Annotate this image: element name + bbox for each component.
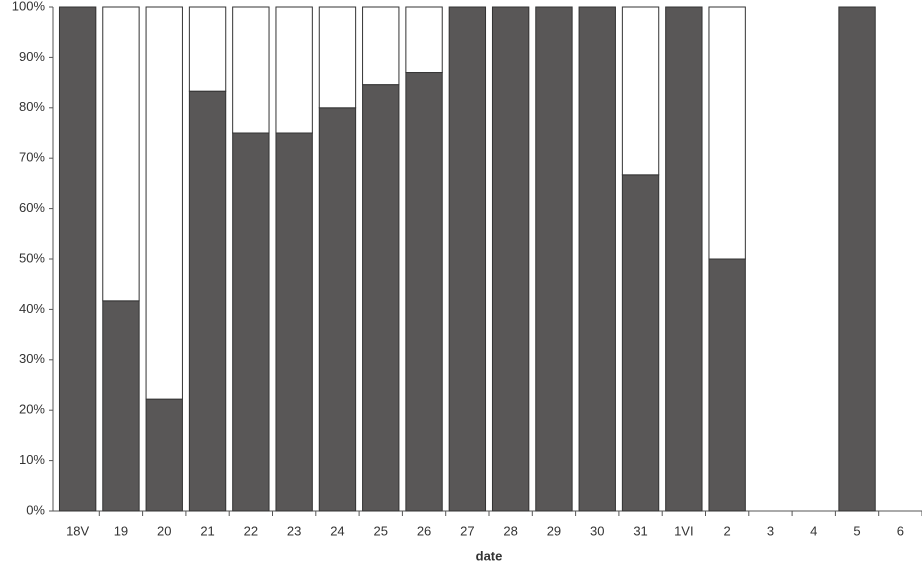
- bar-segment: [145, 398, 183, 512]
- bar-segment: [362, 84, 400, 512]
- bar-segment: [318, 6, 357, 109]
- x-tick-label: 26: [417, 523, 431, 538]
- bar-segment: [578, 6, 616, 512]
- x-tick-label: 28: [503, 523, 517, 538]
- bar-segment: [102, 300, 140, 512]
- y-tick-label: 10%: [19, 452, 45, 467]
- bar-segment: [275, 132, 313, 512]
- bar-segment: [405, 6, 443, 74]
- y-tick-label: 60%: [19, 200, 45, 215]
- bar-segment: [145, 6, 183, 400]
- x-tick-label: 21: [200, 523, 214, 538]
- x-tick-label: 3: [767, 523, 774, 538]
- bar-segment: [838, 6, 876, 512]
- x-tick-label: 30: [590, 523, 604, 538]
- x-tick-label: 24: [330, 523, 344, 538]
- bar-segment: [232, 6, 270, 134]
- x-tick-label: 19: [114, 523, 128, 538]
- bar-segment: [708, 6, 746, 260]
- x-tick-label: 20: [157, 523, 171, 538]
- y-tick-label: 100%: [12, 0, 46, 13]
- bar-segment: [275, 6, 313, 134]
- x-tick-label: 22: [244, 523, 258, 538]
- x-tick-label: 4: [810, 523, 817, 538]
- x-tick-label: 18V: [66, 523, 89, 538]
- y-tick-label: 20%: [19, 402, 45, 417]
- bar-segment: [58, 6, 97, 512]
- x-tick-label: 1VI: [674, 523, 694, 538]
- bar-segment: [621, 174, 660, 512]
- y-tick-label: 40%: [19, 301, 45, 316]
- x-tick-label: 31: [633, 523, 647, 538]
- x-tick-label: 23: [287, 523, 301, 538]
- x-tick-label: 5: [853, 523, 860, 538]
- x-tick-label: 25: [374, 523, 388, 538]
- bar-segment: [405, 72, 443, 512]
- bar-segment: [665, 6, 703, 512]
- y-tick-label: 90%: [19, 49, 45, 64]
- y-tick-label: 30%: [19, 351, 45, 366]
- bar-segment: [232, 132, 270, 512]
- x-tick-label: 29: [547, 523, 561, 538]
- bar-segment: [188, 90, 227, 512]
- bar-segment: [491, 6, 530, 512]
- y-tick-label: 50%: [19, 250, 45, 265]
- x-tick-label: 2: [724, 523, 731, 538]
- bar-segment: [535, 6, 573, 512]
- bar-segment: [708, 258, 746, 512]
- bar-segment: [188, 6, 227, 92]
- bar-segment: [621, 6, 660, 176]
- bar-segment: [362, 6, 400, 86]
- y-tick-label: 80%: [19, 99, 45, 114]
- x-tick-label: 27: [460, 523, 474, 538]
- y-tick-label: 70%: [19, 150, 45, 165]
- bar-segment: [448, 6, 487, 512]
- x-tick-label: 6: [897, 523, 904, 538]
- bar-segment: [318, 107, 357, 512]
- y-tick-label: 0%: [26, 502, 45, 517]
- x-axis-label: date: [476, 548, 503, 563]
- bar-segment: [102, 6, 140, 302]
